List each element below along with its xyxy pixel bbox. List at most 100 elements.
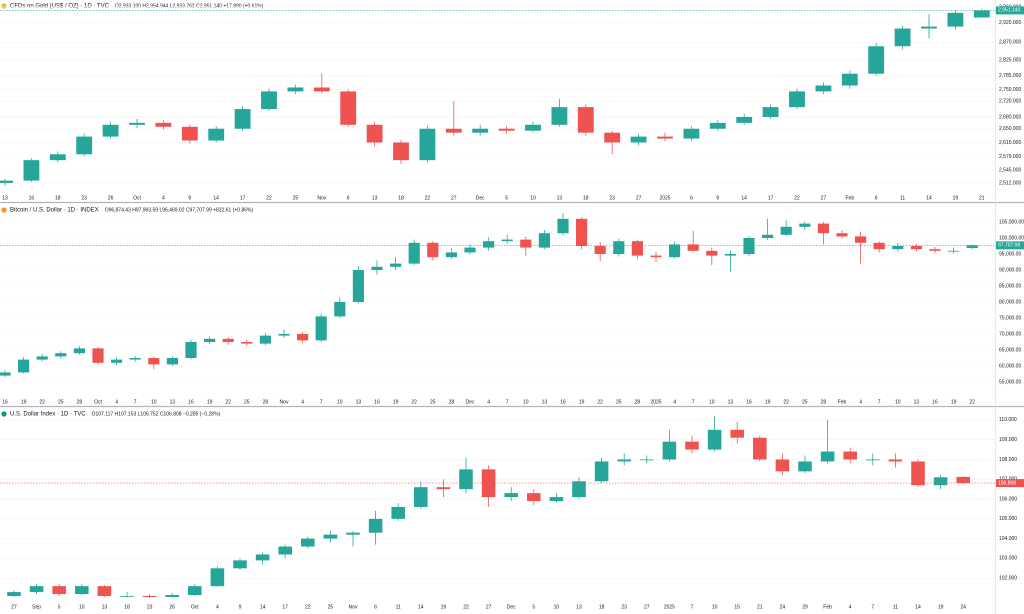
candle-body bbox=[873, 242, 885, 250]
candle-body bbox=[120, 596, 134, 597]
y-tick-label: 110.000 bbox=[999, 417, 1017, 423]
x-tick-label: 19 bbox=[953, 195, 959, 201]
x-tick-label: 21 bbox=[979, 195, 985, 201]
x-tick-label: 13 bbox=[914, 399, 920, 405]
candle-body bbox=[313, 87, 330, 92]
x-tick-label: 22 bbox=[597, 399, 603, 405]
x-tick-label: Feb bbox=[845, 195, 854, 201]
x-tick-label: 9 bbox=[188, 195, 191, 201]
x-tick-label: 24 bbox=[780, 604, 786, 610]
y-tick-label: 85,000.00 bbox=[999, 283, 1021, 289]
x-tick-label: 4 bbox=[859, 399, 862, 405]
x-tick-label: 4 bbox=[216, 604, 219, 610]
candle-body bbox=[631, 241, 643, 256]
x-tick-label: Feb bbox=[823, 604, 832, 610]
candle-body bbox=[459, 469, 473, 490]
x-tick-label: 19 bbox=[938, 604, 944, 610]
x-tick-label: 4 bbox=[849, 604, 852, 610]
y-tick-label: 75,000.00 bbox=[999, 315, 1021, 321]
x-tick-label: 28 bbox=[635, 399, 641, 405]
x-tick-label: 28 bbox=[449, 399, 455, 405]
candle-body bbox=[527, 493, 541, 502]
x-tick-label: Nov bbox=[317, 195, 326, 201]
x-tick-label: 14 bbox=[260, 604, 266, 610]
candle-body bbox=[911, 461, 925, 486]
candle-body bbox=[921, 26, 937, 29]
candle-body bbox=[973, 10, 990, 18]
x-tick-label: Dec bbox=[476, 195, 485, 201]
x-tick-label: 26 bbox=[108, 195, 114, 201]
last-price-label: 2,951.140 bbox=[998, 8, 1020, 14]
x-tick-label: 5 bbox=[58, 604, 61, 610]
y-tick-label: 2,825.000 bbox=[999, 57, 1021, 63]
x-tick-label: 25 bbox=[58, 399, 64, 405]
candle-body bbox=[166, 358, 178, 365]
x-tick-label: 4 bbox=[162, 195, 165, 201]
x-tick-label: Sep bbox=[32, 604, 41, 610]
candle-body bbox=[102, 124, 119, 137]
candle-body bbox=[892, 246, 904, 250]
candle-body bbox=[836, 233, 848, 237]
x-tick-label: 19 bbox=[393, 399, 399, 405]
x-tick-label: 22 bbox=[794, 195, 800, 201]
candle-body bbox=[657, 136, 673, 139]
candle-body bbox=[464, 247, 476, 253]
candle-body bbox=[966, 245, 978, 249]
candle-body bbox=[334, 302, 346, 317]
candle-body bbox=[287, 87, 304, 92]
y-tick-label: 2,680.000 bbox=[999, 114, 1021, 120]
x-tick-label: Nov bbox=[349, 604, 358, 610]
x-tick-label: 18 bbox=[583, 195, 589, 201]
candle-body bbox=[278, 334, 290, 336]
candle-body bbox=[414, 487, 428, 507]
candle-body bbox=[315, 316, 327, 341]
y-tick-label: 2,650.000 bbox=[999, 126, 1021, 132]
candle-body bbox=[662, 441, 677, 460]
y-tick-label: 103.000 bbox=[999, 556, 1017, 562]
candle-body bbox=[630, 136, 647, 143]
y-tick-label: 95,000.00 bbox=[999, 251, 1021, 257]
candle-body bbox=[538, 233, 550, 248]
x-tick-label: 25 bbox=[328, 604, 334, 610]
x-tick-label: 23 bbox=[609, 195, 615, 201]
series-title: CFDs on Gold (US$ / OZ) · 1D · TVC bbox=[10, 4, 110, 10]
candle-body bbox=[817, 223, 829, 234]
candle-body bbox=[798, 461, 812, 472]
candle-body bbox=[208, 128, 225, 141]
candle-body bbox=[393, 142, 409, 161]
x-tick-label: 7 bbox=[320, 399, 323, 405]
candle-body bbox=[97, 586, 112, 597]
x-tick-label: 10 bbox=[895, 399, 901, 405]
y-tick-label: 108.000 bbox=[999, 457, 1017, 463]
candle-body bbox=[685, 441, 699, 450]
x-tick-label: 10 bbox=[79, 604, 85, 610]
x-tick-label: 19 bbox=[765, 399, 771, 405]
candle-body bbox=[222, 338, 234, 342]
y-tick-label: 2,545.000 bbox=[999, 167, 1021, 173]
x-tick-label: Oct bbox=[94, 399, 102, 405]
x-tick-label: 6 bbox=[347, 195, 350, 201]
x-tick-label: 13 bbox=[2, 195, 8, 201]
candle-body bbox=[52, 586, 66, 595]
x-tick-label: 21 bbox=[757, 604, 763, 610]
x-tick-label: Nov bbox=[280, 399, 289, 405]
candle-body bbox=[148, 358, 160, 365]
x-tick-label: 13 bbox=[557, 195, 563, 201]
candle-body bbox=[557, 218, 569, 234]
candle-body bbox=[577, 107, 594, 133]
candle-body bbox=[366, 124, 383, 143]
x-tick-label: 2025 bbox=[659, 195, 670, 201]
candle-body bbox=[820, 451, 835, 462]
x-tick-label: 13 bbox=[372, 195, 378, 201]
candle-body bbox=[753, 437, 767, 460]
x-tick-label: 10 bbox=[337, 399, 343, 405]
candle-body bbox=[323, 534, 338, 539]
candle-body bbox=[129, 122, 145, 125]
x-tick-label: 19 bbox=[951, 399, 957, 405]
candle-body bbox=[185, 342, 197, 358]
x-tick-label: 19 bbox=[207, 399, 213, 405]
candle-body bbox=[730, 429, 744, 438]
x-tick-label: 22 bbox=[305, 604, 311, 610]
x-tick-label: 22 bbox=[969, 399, 975, 405]
